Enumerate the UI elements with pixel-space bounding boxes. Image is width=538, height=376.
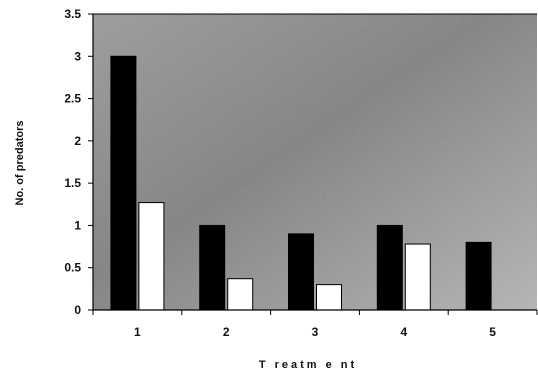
x-tick-label: 4 — [400, 325, 407, 339]
bar-series-1-treatment-3 — [288, 233, 314, 311]
x-tick-label: 5 — [489, 325, 496, 339]
y-tick-label: 2.5 — [64, 92, 81, 106]
axes-group — [88, 13, 538, 315]
x-tick-label: 1 — [134, 325, 141, 339]
plot-area — [93, 14, 537, 310]
y-tick-label: 1.5 — [64, 176, 81, 190]
bar-series-1-treatment-4 — [376, 224, 403, 311]
bar-series-1-treatment-1 — [110, 55, 137, 311]
x-axis-title: T reatm e nt — [259, 359, 357, 371]
x-tick-label: 2 — [223, 325, 230, 339]
y-tick-label: 1 — [74, 218, 81, 232]
plot-texture — [93, 14, 537, 310]
y-tick-label: 3.5 — [64, 7, 81, 21]
bar-series-2-treatment-4 — [404, 243, 431, 311]
bar-series-2-treatment-2 — [227, 278, 254, 311]
y-tick-label: 3 — [74, 49, 81, 63]
bar-series-2-treatment-3 — [316, 284, 342, 311]
x-tick-label: 3 — [312, 325, 319, 339]
y-tick-label: 0.5 — [64, 261, 81, 275]
x-tick-labels: 1 2 3 4 5 — [134, 325, 496, 339]
y-axis-title: No. of predators — [14, 121, 26, 206]
bars-group — [110, 55, 492, 311]
bar-series-1-treatment-2 — [199, 224, 226, 311]
y-tick-labels: 0 0.5 1 1.5 2 2.5 3 3.5 — [64, 7, 81, 317]
bar-series-1-treatment-5 — [465, 241, 492, 311]
bar-series-2-treatment-1 — [138, 202, 165, 311]
y-tick-label: 2 — [74, 134, 81, 148]
y-tick-label: 0 — [74, 303, 81, 317]
